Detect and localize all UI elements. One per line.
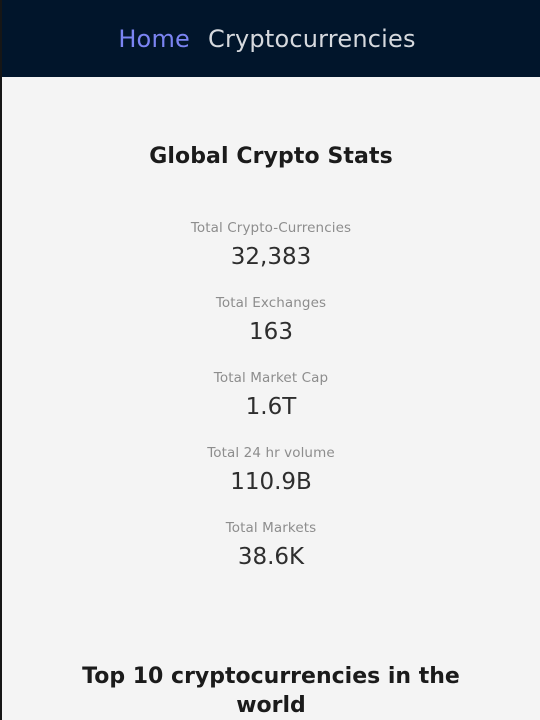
stat-value: 38.6K (237, 544, 305, 570)
stat-value: 163 (249, 319, 293, 345)
stat-total-market-cap: Total Market Cap 1.6T (2, 368, 540, 443)
stat-label: Total Crypto-Currencies (190, 220, 352, 236)
stat-value: 32,383 (230, 244, 312, 270)
stat-total-cryptocurrencies: Total Crypto-Currencies 32,383 (2, 218, 540, 293)
nav-cryptocurrencies-link[interactable]: Cryptocurrencies (208, 24, 416, 53)
top-navbar: Home Cryptocurrencies (2, 0, 540, 77)
stat-value: 110.9B (230, 469, 312, 495)
stat-label: Total Exchanges (215, 295, 327, 311)
stats-list: Total Crypto-Currencies 32,383 Total Exc… (2, 218, 540, 593)
stat-total-markets: Total Markets 38.6K (2, 518, 540, 593)
stat-value: 1.6T (245, 394, 297, 420)
global-stats-title: Global Crypto Stats (149, 144, 393, 169)
stat-total-24hr-volume: Total 24 hr volume 110.9B (2, 443, 540, 518)
stat-label: Total 24 hr volume (207, 445, 335, 461)
stat-label: Total Markets (225, 520, 317, 536)
top10-section-title: Top 10 cryptocurrencies in the world (82, 664, 460, 718)
stat-label: Total Market Cap (213, 370, 329, 386)
stat-total-exchanges: Total Exchanges 163 (2, 293, 540, 368)
nav-home-link[interactable]: Home (118, 24, 190, 53)
main-content: Global Crypto Stats Total Crypto-Currenc… (2, 77, 540, 718)
